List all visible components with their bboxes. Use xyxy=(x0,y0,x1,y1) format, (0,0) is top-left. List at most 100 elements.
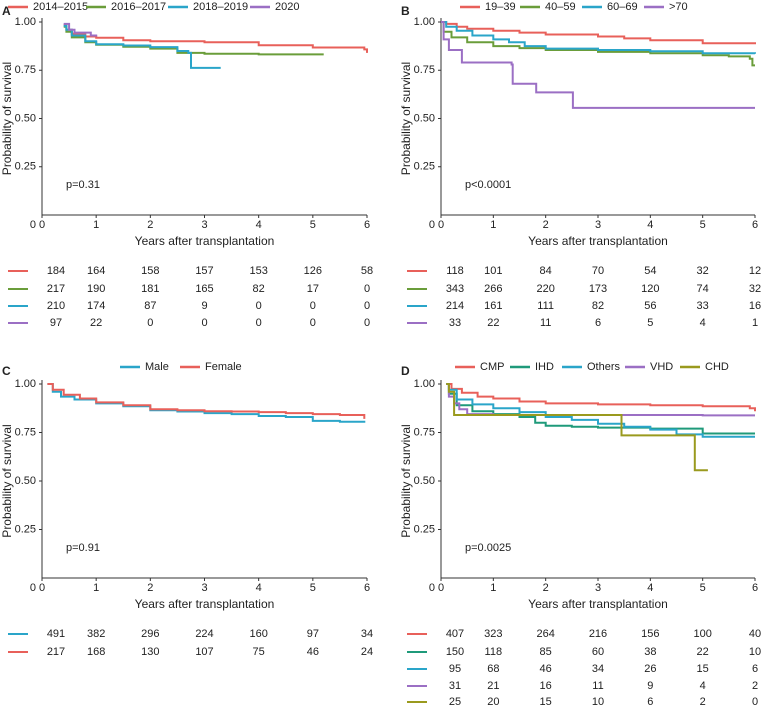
panel-b-legend-label: >70 xyxy=(669,1,688,13)
panel-b-risk-value: 111 xyxy=(537,300,554,312)
panel-d-y-tick-label: 0.50 xyxy=(414,475,435,487)
panel-b-risk-value: 12 xyxy=(749,265,761,277)
panel-d-risk-value: 95 xyxy=(449,663,461,675)
panel-d-risk-value: 323 xyxy=(484,628,502,640)
panel-b-legend-label: 60–69 xyxy=(607,1,638,13)
panel-d-risk-value: 2 xyxy=(752,680,758,692)
panel-b-risk-value: 33 xyxy=(697,300,709,312)
panel-a-y-tick-label: 0.75 xyxy=(15,64,36,76)
panel-a-risk-value: 0 xyxy=(256,317,262,329)
panel-d-risk-value: 34 xyxy=(592,663,604,675)
panel-b-series-line xyxy=(441,21,756,55)
panel-a-risk-value: 0 xyxy=(364,317,370,329)
panel-a-y-tick-label: 0 xyxy=(30,219,36,231)
panel-d-risk-value: 118 xyxy=(485,646,503,658)
panel-d-risk-value: 100 xyxy=(693,628,711,640)
panel-b-risk-value: 343 xyxy=(446,283,464,295)
panel-d-risk-value: 21 xyxy=(487,680,499,692)
panel-b-risk-value: 32 xyxy=(749,283,761,295)
panel-b-p-value: p<0.0001 xyxy=(465,179,511,191)
panel-c-risk-value: 97 xyxy=(307,628,319,640)
panel-c-y-tick-label: 0 xyxy=(30,582,36,594)
panel-a-risk-value: 17 xyxy=(307,283,319,295)
panel-d-risk-value: 60 xyxy=(592,646,604,658)
panel-d-risk-value: 156 xyxy=(641,628,659,640)
panel-c-series-line xyxy=(47,383,366,423)
panel-d-y-tick-label: 0.75 xyxy=(414,426,435,438)
panel-d-y-axis-label: Probability of survival xyxy=(399,424,413,537)
panel-c-risk-value: 34 xyxy=(361,628,373,640)
panel-a-x-tick-label: 0 xyxy=(39,219,45,231)
panel-a-risk-value: 181 xyxy=(141,283,159,295)
panel-a-series-line xyxy=(63,23,368,53)
panel-b-y-tick-label: 0 xyxy=(429,219,435,231)
panel-a-risk-value: 157 xyxy=(195,265,213,277)
panel-a-risk-value: 126 xyxy=(304,265,322,277)
panel-b-risk-value: 84 xyxy=(540,265,552,277)
panel-d-risk-value: 25 xyxy=(449,696,461,705)
panel-a-risk-value: 0 xyxy=(310,300,316,312)
panel-d-risk-value: 6 xyxy=(647,696,653,705)
panel-d-risk-value: 11 xyxy=(592,680,603,692)
panel-a-letter: A xyxy=(2,4,11,18)
panel-d-risk-value: 407 xyxy=(446,628,464,640)
panel-b-risk-value: 6 xyxy=(595,317,601,329)
panel-b-letter: B xyxy=(401,4,410,18)
panel-d-x-tick-label: 1 xyxy=(490,582,496,594)
panel-b-risk-value: 16 xyxy=(749,300,761,312)
panel-b-risk-value: 33 xyxy=(449,317,461,329)
panel-c-risk-value: 217 xyxy=(47,646,65,658)
panel-c-risk-value: 382 xyxy=(87,628,105,640)
panel-a-risk-value: 22 xyxy=(90,317,102,329)
panel-c-x-tick-label: 1 xyxy=(93,582,99,594)
panel-d-risk-value: 0 xyxy=(752,696,758,705)
panel-a-risk-value: 58 xyxy=(361,265,373,277)
panel-d-risk-value: 22 xyxy=(697,646,709,658)
panel-a-risk-value: 158 xyxy=(141,265,159,277)
panel-c-y-axis-label: Probability of survival xyxy=(0,424,14,537)
panel-d-risk-value: 16 xyxy=(540,680,552,692)
panel-d-x-tick-label: 4 xyxy=(647,582,653,594)
panel-d-legend-label: IHD xyxy=(535,361,554,373)
panel-c-y-tick-label: 1.00 xyxy=(15,378,36,390)
panel-d-risk-value: 6 xyxy=(752,663,758,675)
panel-c-y-tick-label: 0.75 xyxy=(15,426,36,438)
panel-d-risk-value: 10 xyxy=(749,646,761,658)
panel-d-x-tick-label: 2 xyxy=(543,582,549,594)
panel-b-x-tick-label: 4 xyxy=(647,219,653,231)
panel-b-risk-value: 4 xyxy=(700,317,706,329)
panel-d-risk-value: 26 xyxy=(644,663,656,675)
panel-b-x-tick-label: 0 xyxy=(438,219,444,231)
panel-d-x-tick-label: 0 xyxy=(438,582,444,594)
panel-c-risk-value: 168 xyxy=(87,646,105,658)
panel-a-p-value: p=0.31 xyxy=(66,179,100,191)
panel-d-risk-value: 15 xyxy=(697,663,709,675)
panel-d-risk-value: 150 xyxy=(446,646,464,658)
panel-a-risk-value: 217 xyxy=(47,283,65,295)
panel-a-y-tick-label: 0.25 xyxy=(15,161,36,173)
panel-b-y-tick-label: 0.75 xyxy=(414,64,435,76)
panel-c-risk-value: 46 xyxy=(307,646,319,658)
panel-a-risk-value: 0 xyxy=(147,317,153,329)
panel-b-risk-value: 32 xyxy=(697,265,709,277)
panel-c-x-tick-label: 5 xyxy=(310,582,316,594)
panel-d-risk-value: 40 xyxy=(749,628,761,640)
panel-a-risk-value: 82 xyxy=(253,283,265,295)
panel-b-legend-label: 40–59 xyxy=(545,1,576,13)
panel-b-y-tick-label: 0.50 xyxy=(414,112,435,124)
panel-d-risk-value: 20 xyxy=(487,696,499,705)
panel-b-risk-value: 266 xyxy=(484,283,502,295)
panel-b-x-tick-label: 3 xyxy=(595,219,601,231)
panel-a-y-axis-label: Probability of survival xyxy=(0,62,14,175)
panel-b-risk-value: 220 xyxy=(536,283,554,295)
panel-a-x-axis-label: Years after transplantation xyxy=(135,234,275,248)
panel-a-risk-value: 184 xyxy=(47,265,65,277)
panel-b-risk-value: 56 xyxy=(644,300,656,312)
panel-a-risk-value: 97 xyxy=(50,317,62,329)
panel-b-risk-value: 54 xyxy=(644,265,656,277)
panel-d-risk-value: 4 xyxy=(700,680,706,692)
panel-c-x-tick-label: 3 xyxy=(201,582,207,594)
panel-d-y-tick-label: 0.25 xyxy=(414,523,435,535)
panel-d-legend-label: CHD xyxy=(705,361,729,373)
panel-b-x-tick-label: 6 xyxy=(752,219,758,231)
